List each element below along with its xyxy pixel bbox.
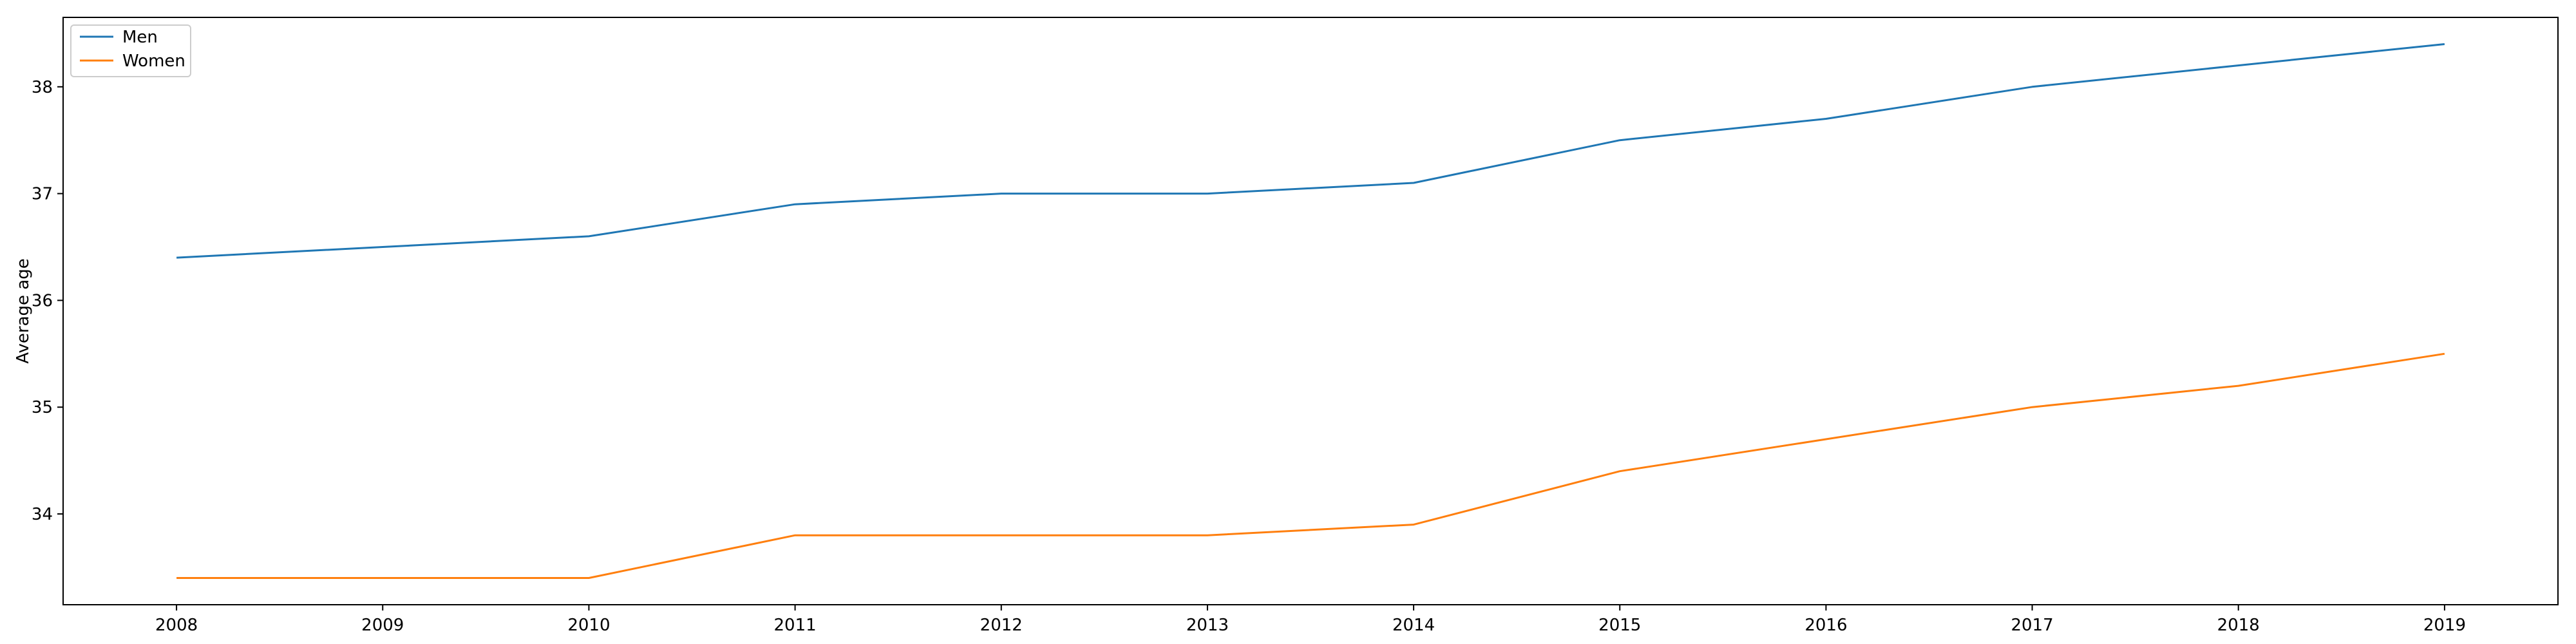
y-tick-label: 38 xyxy=(32,78,53,97)
series-lines xyxy=(176,43,2445,579)
series-line-women xyxy=(176,352,2445,579)
x-tick-label: 2016 xyxy=(1804,616,1847,635)
x-tick-label: 2011 xyxy=(774,616,817,635)
y-tick-label: 36 xyxy=(32,291,53,310)
y-axis-label: Average age xyxy=(14,258,33,363)
legend-label-women: Women xyxy=(122,52,185,71)
x-tick-label: 2009 xyxy=(361,616,404,635)
x-tick-label: 2018 xyxy=(2217,616,2260,635)
x-tick-label: 2008 xyxy=(155,616,198,635)
x-tick-label: 2015 xyxy=(1598,616,1641,635)
x-tick-label: 2014 xyxy=(1392,616,1435,635)
x-tick-label: 2012 xyxy=(980,616,1023,635)
series-line-men xyxy=(176,43,2445,259)
x-tick-label: 2013 xyxy=(1186,616,1229,635)
y-tick-label: 34 xyxy=(32,505,53,524)
y-tick-label: 37 xyxy=(32,185,53,204)
y-tick-label: 35 xyxy=(32,398,53,417)
y-axis-ticks: 34 35 36 37 38 xyxy=(32,78,63,524)
x-axis-ticks: 2008 2009 2010 2011 2012 2013 2014 2015 2016 2017… xyxy=(155,605,2466,635)
legend-label-men: Men xyxy=(122,28,158,47)
x-tick-label: 2010 xyxy=(567,616,610,635)
legend: Men Women xyxy=(70,24,191,77)
plot-area xyxy=(62,17,2559,605)
legend-box xyxy=(70,24,191,77)
x-tick-label: 2017 xyxy=(2011,616,2053,635)
x-tick-label: 2019 xyxy=(2423,616,2466,635)
